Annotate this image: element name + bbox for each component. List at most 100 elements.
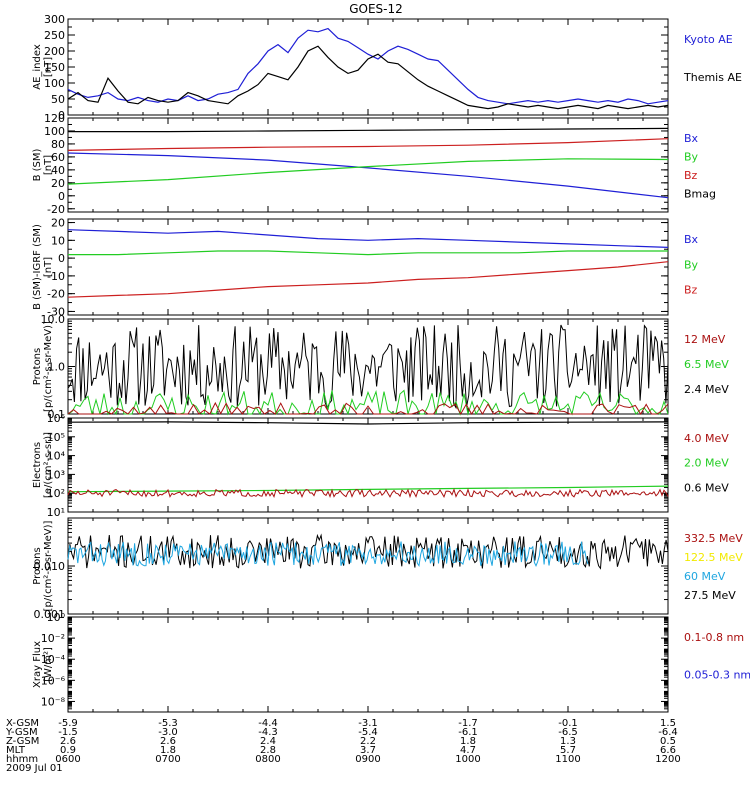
legend-entry: Themis AE — [683, 71, 742, 84]
y-tick-label: 50 — [51, 93, 65, 106]
y-tick-label: 10⁰ — [47, 611, 66, 624]
y-axis-label: Protons — [32, 348, 43, 385]
y-axis-label: [nT] — [43, 257, 54, 277]
y-tick-label: 60 — [51, 151, 65, 164]
y-tick-label: -20 — [47, 288, 65, 301]
x-axis-row-label: Y-GSM — [5, 727, 38, 738]
legend-entry: 2.0 MeV — [684, 457, 729, 470]
legend-entry: Bz — [684, 169, 698, 182]
x-axis-value: 4.7 — [460, 745, 476, 756]
y-tick-label: 0.010 — [34, 560, 66, 573]
y-axis-label-group: Xray Flux [W/m²] — [32, 641, 54, 688]
series-line-by — [68, 250, 668, 256]
x-axis-value: -3.1 — [358, 718, 378, 729]
x-axis-row-label: X-GSM — [6, 718, 39, 729]
x-axis-value: -6.1 — [458, 727, 478, 738]
panel-frame — [67, 616, 669, 713]
y-tick-label: 1.0 — [48, 361, 66, 374]
x-axis-row-label: hhmm — [6, 754, 38, 765]
x-axis-row-label: 2009 Jul 01 — [6, 763, 63, 774]
y-axis-label: B (SM) — [32, 148, 43, 181]
legend-entry: 27.5 MeV — [684, 589, 736, 602]
legend-entry: 12 MeV — [684, 333, 726, 346]
x-axis-value: -1.5 — [58, 727, 78, 738]
y-tick-label: 20 — [51, 177, 65, 190]
y-tick-label: 10¹ — [47, 506, 65, 519]
y-axis-label-group: Protons [p/(cm²-s-sr-MeV)] — [32, 520, 54, 611]
y-tick-label: 10² — [47, 487, 65, 500]
panel-xray: 10⁻⁸ 10⁻⁶ 10⁻⁴ 10⁻² 10⁰ Xray Flux [W/m²] 0.1-0.… — [32, 611, 750, 713]
series-line-2-0-mev — [67, 485, 669, 493]
x-axis-value: 6.6 — [660, 745, 676, 756]
y-tick-label: 80 — [51, 138, 65, 151]
series-line-bz — [67, 138, 669, 151]
y-tick-label: 10⁵ — [47, 431, 65, 444]
y-axis-label: [W/m²] — [43, 647, 54, 682]
x-axis-value: 3.7 — [360, 745, 376, 756]
y-tick-label: 10⁻² — [41, 632, 65, 645]
y-axis-label-group: Protons [p/(cm²-s-sr-MeV)] — [32, 321, 54, 412]
x-axis-value: 2.8 — [260, 745, 276, 756]
x-axis-value: 2.6 — [160, 736, 176, 747]
y-tick-label: 250 — [44, 29, 65, 42]
legend-entry: 0.6 MeV — [684, 481, 729, 494]
y-axis-label: B (SM)-IGRF (SM) — [32, 224, 43, 310]
y-tick-label: 10 — [51, 234, 65, 247]
y-tick-label: -10 — [47, 270, 65, 283]
y-tick-label: 10⁴ — [47, 450, 66, 463]
series-line-0-6-mev — [67, 421, 669, 425]
y-tick-label: -30 — [47, 305, 65, 318]
x-axis-value: -4.4 — [258, 718, 278, 729]
y-tick-label: 0 — [58, 190, 65, 203]
x-axis-value: 0.9 — [60, 745, 76, 756]
y-tick-label: 300 — [44, 13, 65, 26]
y-tick-label: 40 — [51, 164, 65, 177]
legend-entry: 6.5 MeV — [684, 358, 729, 371]
x-axis-value: -5.3 — [158, 718, 178, 729]
y-tick-label: 10⁻⁸ — [41, 695, 66, 708]
series-line-kyoto-ae — [67, 27, 669, 105]
x-axis-value: 1000 — [455, 754, 480, 765]
series-line-bx — [67, 152, 669, 199]
x-axis-value: 1.8 — [460, 736, 476, 747]
panel-frame — [67, 517, 669, 615]
x-axis-row-label: Z-GSM — [6, 736, 39, 747]
legend-entry: 4.0 MeV — [684, 432, 729, 445]
y-axis-label: Protons — [32, 547, 43, 584]
x-axis-value: 2.2 — [360, 736, 376, 747]
y-tick-label: 0.1 — [48, 408, 66, 421]
y-axis-label: [e/(cm²-s-sr)] — [43, 432, 54, 498]
y-tick-label: 120 — [44, 112, 65, 125]
series-line-themis-ae — [67, 45, 669, 110]
legend-entry: Bmag — [684, 188, 716, 201]
x-axis-value: 1.8 — [160, 745, 176, 756]
x-axis-value: 0800 — [255, 754, 280, 765]
legend-entry: Bz — [684, 284, 698, 297]
series-line-4-0-mev — [67, 487, 669, 499]
y-tick-label: 10³ — [47, 468, 65, 481]
y-axis-label: AE_index — [32, 44, 43, 90]
y-tick-label: 10⁻⁶ — [41, 674, 66, 687]
series-line-bz — [67, 261, 669, 298]
y-tick-label: 200 — [44, 45, 65, 58]
x-axis-value: 1.3 — [560, 736, 576, 747]
y-tick-label: 10.0 — [41, 313, 66, 326]
x-axis-value: -0.1 — [558, 718, 578, 729]
x-axis-value: 1100 — [555, 754, 580, 765]
legend-entry: 0.1-0.8 nm — [684, 631, 744, 644]
series-line-bmag — [68, 127, 669, 133]
legend-entry: 60 MeV — [684, 570, 726, 583]
panel-electrons: 10¹ 10² 10³ 10⁴ 10⁵ 10⁶ Electrons [e/(cm²-s-sr)… — [32, 412, 729, 519]
y-axis-label: Xray Flux — [32, 641, 43, 688]
y-tick-label: 0 — [58, 109, 65, 122]
x-axis-value: -1.7 — [458, 718, 478, 729]
y-tick-label: 100 — [44, 125, 65, 138]
y-tick-label: 10⁻⁴ — [41, 653, 66, 666]
y-tick-label: 10⁶ — [47, 412, 66, 425]
y-tick-label: 0 — [58, 252, 65, 265]
